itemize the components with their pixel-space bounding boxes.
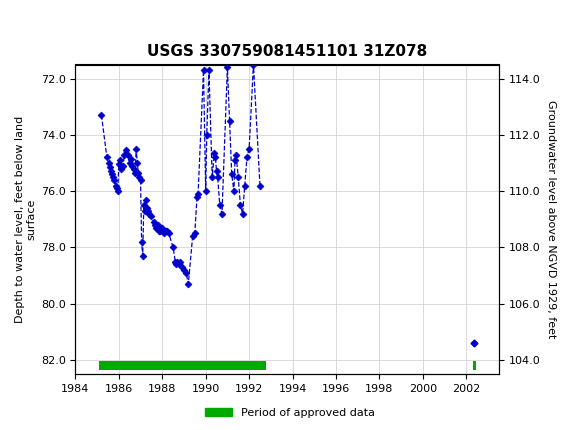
Text: ≡USGS: ≡USGS [3,12,74,31]
Y-axis label: Groundwater level above NGVD 1929, feet: Groundwater level above NGVD 1929, feet [546,100,556,338]
Bar [473,361,476,370]
Y-axis label: Depth to water level, feet below land
surface: Depth to water level, feet below land su… [15,116,37,323]
Bar [99,361,266,370]
Legend: Period of approved data: Period of approved data [200,403,380,422]
Title: USGS 330759081451101 31Z078: USGS 330759081451101 31Z078 [147,44,427,59]
